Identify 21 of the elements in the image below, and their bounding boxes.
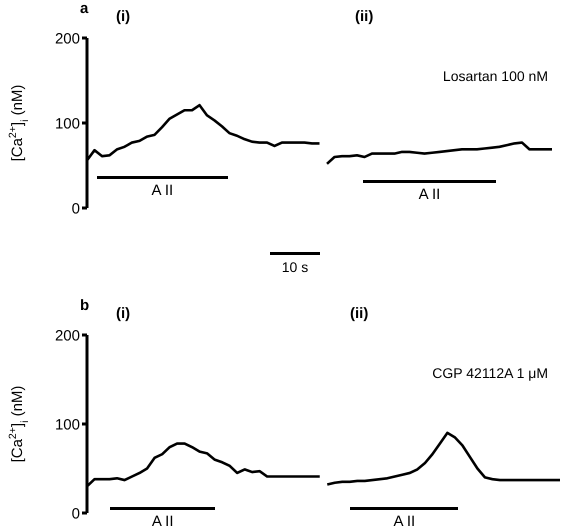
- y-tick-label: 100: [54, 115, 80, 132]
- annotation: A II: [418, 186, 442, 203]
- line-series: [326, 432, 562, 486]
- y-tick-label: 200: [54, 327, 80, 344]
- annotation: A II: [150, 513, 175, 530]
- text: (ii): [355, 8, 374, 25]
- annotation: Losartan 100 nM: [442, 68, 548, 84]
- line-series: [326, 141, 554, 166]
- text: a: [80, 0, 88, 17]
- text: (i): [116, 305, 130, 322]
- annotation: A II: [150, 182, 174, 199]
- y-tick-label: 0: [72, 200, 80, 218]
- y-tick-label: 100: [54, 416, 80, 434]
- text: (ii): [350, 305, 368, 322]
- text: (i): [116, 8, 130, 25]
- text: 10 s: [280, 258, 310, 275]
- annotation: A II: [392, 513, 416, 530]
- text: b: [80, 297, 90, 314]
- y-tick-label: 0: [72, 505, 80, 522]
- y-tick-label: 200: [54, 30, 80, 48]
- annotation: CGP 42112A 1 μM: [432, 365, 548, 381]
